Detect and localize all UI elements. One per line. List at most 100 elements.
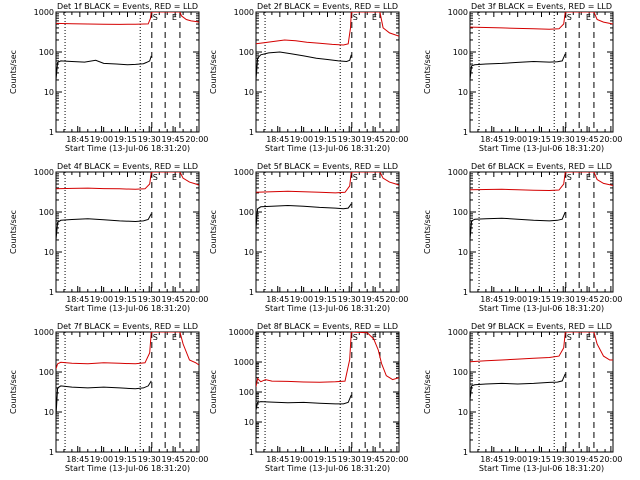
x-tick-label: 19:00 xyxy=(504,135,527,144)
x-tick-label: 18:45 xyxy=(66,455,89,464)
x-tick-label: 19:00 xyxy=(90,295,113,304)
y-tick-label: 10 xyxy=(458,248,468,257)
plot-frame xyxy=(469,11,614,133)
x-tick-label: 19:00 xyxy=(504,295,527,304)
y-tick-label: 100 xyxy=(453,208,468,217)
saa-start-marker: S xyxy=(567,13,572,22)
x-tick-label: 19:15 xyxy=(114,135,137,144)
y-tick-label: 1000 xyxy=(234,8,254,17)
plot-frame xyxy=(55,171,200,293)
x-tick-label: 19:15 xyxy=(114,455,137,464)
y-tick-label: 100 xyxy=(39,48,54,57)
plot-panel-6: Det 6f BLACK = Events, RED = LLD 1 10 100 10… xyxy=(423,162,622,313)
events-series-line xyxy=(56,213,152,241)
x-tick-label: 19:45 xyxy=(162,135,185,144)
y-tick-label: 100 xyxy=(239,388,254,397)
saa-end-marker: E xyxy=(172,333,177,342)
saa-end-marker: E xyxy=(372,13,377,22)
x-axis-label: Start Time (13-Jul-06 18:31:20) xyxy=(265,464,390,473)
series-group xyxy=(470,172,613,241)
events-series-line xyxy=(470,53,566,81)
x-tick-label: 20:00 xyxy=(185,455,208,464)
x-tick-label: 19:15 xyxy=(114,295,137,304)
x-tick-label: 19:00 xyxy=(290,295,313,304)
series-group xyxy=(256,172,399,228)
lld-series-line xyxy=(56,172,199,190)
events-series-line xyxy=(256,51,352,81)
lld-series-line xyxy=(256,172,399,194)
y-axis-label: Counts/sec xyxy=(423,210,432,254)
y-tick-label: 10 xyxy=(244,88,254,97)
saa-start-marker: S xyxy=(353,333,358,342)
x-axis-label: Start Time (13-Jul-06 18:31:20) xyxy=(479,144,604,153)
plot-panel-3: Det 3f BLACK = Events, RED = LLD 1 10 100 10… xyxy=(423,2,622,153)
x-tick-label: 19:15 xyxy=(314,455,337,464)
x-tick-label: 20:00 xyxy=(385,295,408,304)
saa-end-marker: E xyxy=(586,173,591,182)
saa-end-marker: E xyxy=(172,173,177,182)
x-tick-label: 19:30 xyxy=(338,295,361,304)
y-tick-label: 100 xyxy=(239,48,254,57)
lld-series-line xyxy=(56,12,199,25)
x-tick-label: 19:15 xyxy=(528,135,551,144)
plot-panel-2: Det 2f BLACK = Events, RED = LLD 1 10 100 10… xyxy=(209,2,408,153)
x-tick-label: 18:45 xyxy=(266,455,289,464)
y-tick-label: 1000 xyxy=(34,168,54,177)
saa-end-marker: E xyxy=(586,13,591,22)
x-axis-label: Start Time (13-Jul-06 18:31:20) xyxy=(65,464,190,473)
series-group xyxy=(256,332,399,411)
y-tick-label: 1 xyxy=(49,288,54,297)
saa-start-marker: S xyxy=(153,13,158,22)
x-tick-label: 18:45 xyxy=(266,295,289,304)
x-tick-label: 20:00 xyxy=(385,135,408,144)
x-tick-label: 19:30 xyxy=(138,135,161,144)
plot-title: Det 3f BLACK = Events, RED = LLD xyxy=(471,2,612,11)
saa-start-marker: S xyxy=(153,173,158,182)
series-group xyxy=(470,332,613,401)
x-tick-label: 19:30 xyxy=(552,135,575,144)
series-group xyxy=(56,172,199,241)
events-series-line xyxy=(56,55,152,81)
y-tick-label: 100 xyxy=(39,368,54,377)
x-tick-label: 20:00 xyxy=(599,295,622,304)
events-series-line xyxy=(470,373,566,401)
lld-series-line xyxy=(470,12,613,30)
saa-end-marker: E xyxy=(372,173,377,182)
y-tick-label: 10 xyxy=(458,88,468,97)
plot-frame xyxy=(469,331,614,453)
plot-panel-5: Det 5f BLACK = Events, RED = LLD 1 10 100 10… xyxy=(209,162,408,313)
x-axis-label: Start Time (13-Jul-06 18:31:20) xyxy=(265,304,390,313)
y-tick-label: 1 xyxy=(49,128,54,137)
y-tick-label: 1000 xyxy=(448,8,468,17)
y-tick-label: 1000 xyxy=(448,328,468,337)
y-axis-label: Counts/sec xyxy=(423,370,432,414)
plot-frame xyxy=(255,11,400,133)
lld-series-line xyxy=(256,12,399,46)
y-tick-label: 1 xyxy=(463,128,468,137)
lld-series-line xyxy=(470,332,613,363)
x-axis-label: Start Time (13-Jul-06 18:31:20) xyxy=(65,144,190,153)
x-tick-label: 19:45 xyxy=(362,455,385,464)
x-tick-label: 19:00 xyxy=(290,135,313,144)
plot-title: Det 2f BLACK = Events, RED = LLD xyxy=(257,2,398,11)
y-tick-label: 1 xyxy=(463,288,468,297)
series-group xyxy=(470,12,613,81)
x-tick-label: 19:00 xyxy=(90,135,113,144)
x-tick-label: 19:45 xyxy=(576,455,599,464)
x-tick-label: 18:45 xyxy=(66,135,89,144)
x-tick-label: 20:00 xyxy=(599,455,622,464)
y-tick-label: 1 xyxy=(49,448,54,457)
x-tick-label: 19:45 xyxy=(162,295,185,304)
plot-title: Det 4f BLACK = Events, RED = LLD xyxy=(57,162,198,171)
y-axis-label: Counts/sec xyxy=(9,210,18,254)
series-group xyxy=(56,332,199,416)
x-tick-label: 19:15 xyxy=(314,135,337,144)
x-tick-label: 18:45 xyxy=(66,295,89,304)
y-tick-label: 100 xyxy=(39,208,54,217)
y-tick-label: 1 xyxy=(463,448,468,457)
y-tick-label: 10 xyxy=(44,408,54,417)
y-tick-label: 10000 xyxy=(229,328,254,337)
saa-start-marker: S xyxy=(353,13,358,22)
saa-start-marker: S xyxy=(353,173,358,182)
y-axis-label: Counts/sec xyxy=(423,50,432,94)
